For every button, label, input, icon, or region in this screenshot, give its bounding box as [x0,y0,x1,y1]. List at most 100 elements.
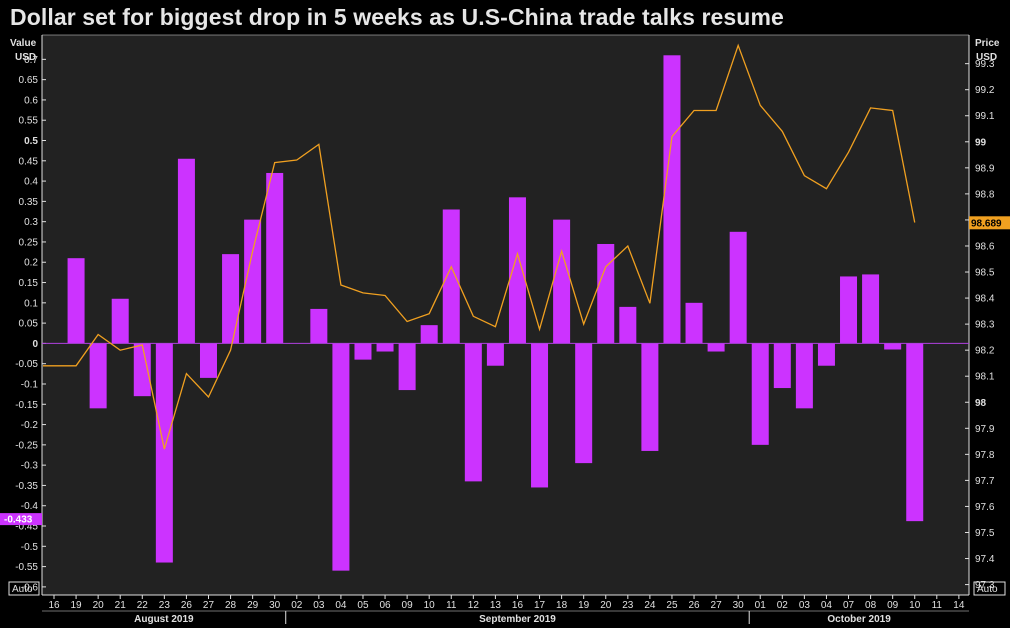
x-tick-label: 26 [181,600,193,611]
right-tick-label: 99.3 [975,59,995,70]
left-axis-label-line2: USD [15,52,36,63]
left-auto-label: Auto [12,584,33,595]
right-auto-button[interactable]: Auto [973,581,1006,596]
left-tick-label: 0.1 [24,298,38,309]
x-tick-label: 16 [48,600,60,611]
x-tick-label: 23 [622,600,634,611]
left-tick-label: 0.45 [19,156,39,167]
chart-title: Dollar set for biggest drop in 5 weeks a… [10,4,784,30]
x-tick-label: 27 [203,600,215,611]
right-tick-label: 98.6 [975,241,995,252]
left-tick-label: 0.35 [19,197,39,208]
left-tick-label: 0.3 [24,217,38,228]
x-axis-ticks: 16 19 20 21 22 23 26 27 28 29 30 02 03 04 05 06 09 10 11 12… [48,595,965,611]
x-tick-label: 30 [733,600,745,611]
bar [663,55,681,344]
left-tick-label: 0.25 [19,237,39,248]
left-auto-button[interactable]: Auto [8,581,40,596]
bar [840,276,858,344]
x-tick-label: 30 [269,600,281,611]
x-tick-label: 03 [799,600,811,611]
left-axis-ticks: 0.7 0.65 0.6 0.55 0.5 0.45 0.4 0.35 0.3 0.25 0.2 0.… [15,55,46,593]
right-axis-ticks: 99.399.299.19998.998.898.798.698.598.498… [965,59,995,591]
x-tick-label: 20 [93,600,105,611]
left-tick-label: 0.4 [24,177,38,188]
right-axis-label-line1: Price [975,38,1000,49]
bar [177,158,195,344]
left-tick-label: -0.2 [21,420,39,431]
x-tick-label: 02 [291,600,303,611]
bar-series [67,55,924,571]
x-tick-label: 19 [71,600,83,611]
right-tick-label: 99.2 [975,85,995,96]
x-tick-label: 25 [666,600,678,611]
left-tick-label: -0.1 [21,379,39,390]
bar [884,343,902,350]
bar [111,298,129,344]
x-tick-label: 20 [600,600,612,611]
bar [464,343,482,482]
x-tick-label: 09 [887,600,899,611]
month-labels: August 2019 September 2019 October 2019 [134,611,891,625]
left-tick-label: 0.6 [24,95,38,106]
bar [641,343,659,451]
right-tick-label: 98.3 [975,320,995,331]
right-tick-label: 98.8 [975,189,995,200]
x-tick-label: 28 [225,600,237,611]
x-tick-label: 27 [711,600,723,611]
left-tick-label: 0 [32,339,38,350]
x-tick-label: 22 [137,600,149,611]
right-tick-label: 97.3 [975,580,995,591]
x-tick-label: 06 [379,600,391,611]
month-label: August 2019 [134,614,194,625]
left-tick-label: -0.5 [21,542,39,553]
bar [398,343,416,391]
left-tick-label: -0.4 [21,501,39,512]
right-tick-label: 98.5 [975,268,995,279]
x-tick-label: 26 [688,600,700,611]
x-tick-label: 02 [777,600,789,611]
bar [619,306,637,344]
bar [906,343,924,522]
right-price-marker-label: 98.689 [971,218,1002,229]
bar [707,343,725,352]
bar [729,231,747,344]
x-tick-label: 19 [578,600,590,611]
left-tick-label: 0.5 [24,136,38,147]
bar [442,209,460,344]
bar [266,172,284,344]
bar [575,343,593,464]
price-line-series [43,43,916,450]
left-tick-label: -0.6 [21,582,39,593]
left-tick-label: 0.65 [19,75,39,86]
left-value-marker: -0.433 [0,513,42,526]
x-tick-label: 01 [755,600,767,611]
x-tick-label: 17 [534,600,546,611]
left-tick-label: -0.55 [15,562,38,573]
right-tick-label: 97.9 [975,424,995,435]
left-tick-label: 0.2 [24,258,38,269]
right-axis-label-line2: USD [976,52,997,63]
x-tick-label: 18 [556,600,568,611]
right-tick-label: 97.4 [975,554,995,565]
x-tick-label: 03 [313,600,325,611]
x-tick-label: 16 [512,600,524,611]
bar [420,325,438,344]
left-tick-label: 0.7 [24,55,38,66]
bar [486,343,504,366]
bar [531,343,549,488]
x-tick-label: 04 [821,600,833,611]
x-tick-label: 24 [644,600,656,611]
x-tick-label: 23 [159,600,171,611]
right-price-marker: 98.689 [969,216,1010,230]
x-tick-label: 29 [247,600,259,611]
right-tick-label: 97.6 [975,502,995,513]
right-tick-label: 98.9 [975,163,995,174]
x-tick-label: 14 [953,600,965,611]
right-tick-label: 97.8 [975,450,995,461]
bar [199,343,217,378]
bar [244,219,262,344]
x-tick-label: 13 [490,600,502,611]
bar [354,343,372,360]
